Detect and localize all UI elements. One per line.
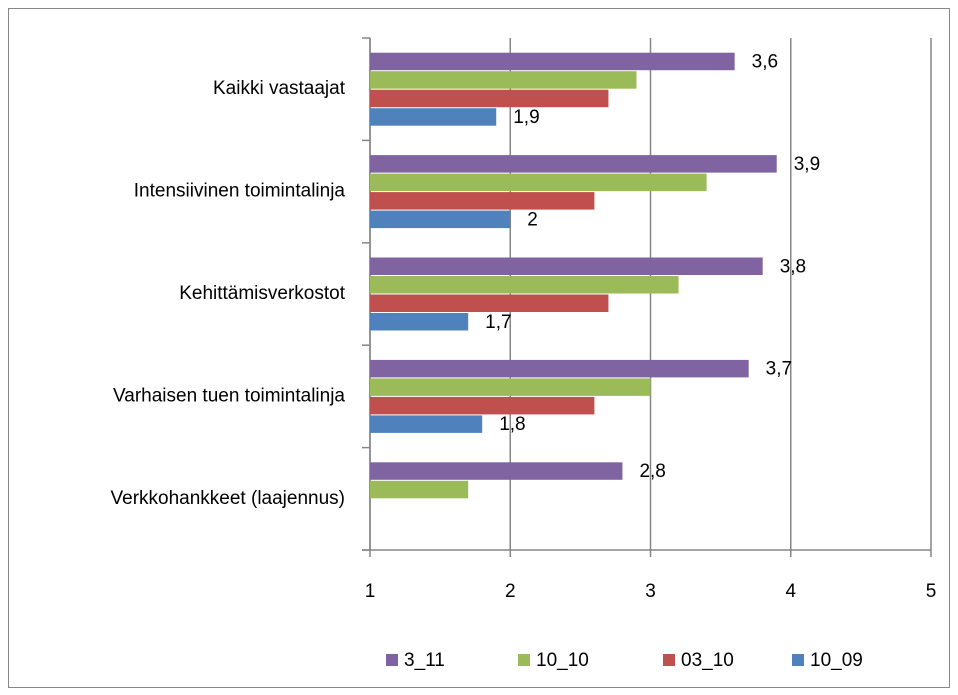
bar xyxy=(370,396,595,415)
legend-swatch xyxy=(518,654,530,666)
data-label: 2 xyxy=(527,209,538,230)
x-tick-label: 3 xyxy=(645,581,656,602)
x-tick-label: 1 xyxy=(365,581,376,602)
x-tick-label: 4 xyxy=(785,581,796,602)
y-tick-label: Intensiivinen toimintalinja xyxy=(134,181,346,202)
bar xyxy=(370,378,651,396)
bar xyxy=(370,480,469,499)
data-label: 3,7 xyxy=(766,359,792,380)
bar xyxy=(370,462,623,480)
data-label: 3,8 xyxy=(780,256,806,277)
y-tick-label: Varhaisen tuen toimintalinja xyxy=(113,385,345,406)
bar xyxy=(370,52,735,71)
bar xyxy=(370,89,609,108)
bar xyxy=(370,71,637,89)
legend-swatch xyxy=(386,654,398,666)
x-tick-label: 2 xyxy=(505,581,516,602)
bar xyxy=(370,359,749,378)
data-label: 1,8 xyxy=(499,414,525,435)
bar xyxy=(370,257,763,275)
y-tick-label: Verkkohankkeet (laajennus) xyxy=(111,488,345,509)
legend-swatch xyxy=(663,654,675,666)
y-tick-label: Kaikki vastaajat xyxy=(213,78,346,99)
bar xyxy=(370,415,483,433)
legend-label: 03_10 xyxy=(681,650,734,671)
data-label: 1,9 xyxy=(513,107,539,128)
bar xyxy=(370,276,679,294)
bar xyxy=(370,294,609,312)
data-label: 3,6 xyxy=(752,51,778,72)
data-label: 2,8 xyxy=(639,461,665,482)
legend-swatch xyxy=(792,654,804,666)
legend-label: 10_09 xyxy=(810,650,863,671)
bar xyxy=(370,313,469,331)
y-tick-label: Kehittämisverkostot xyxy=(179,283,346,304)
data-label: 3,9 xyxy=(794,154,820,175)
bar xyxy=(370,210,511,229)
bar xyxy=(370,192,595,210)
bar xyxy=(370,155,777,173)
bar xyxy=(370,108,497,126)
bar xyxy=(370,173,707,192)
data-label: 1,7 xyxy=(485,312,511,333)
x-tick-label: 5 xyxy=(926,581,937,602)
legend-label: 10_10 xyxy=(536,650,589,671)
legend-label: 3_11 xyxy=(404,650,445,671)
